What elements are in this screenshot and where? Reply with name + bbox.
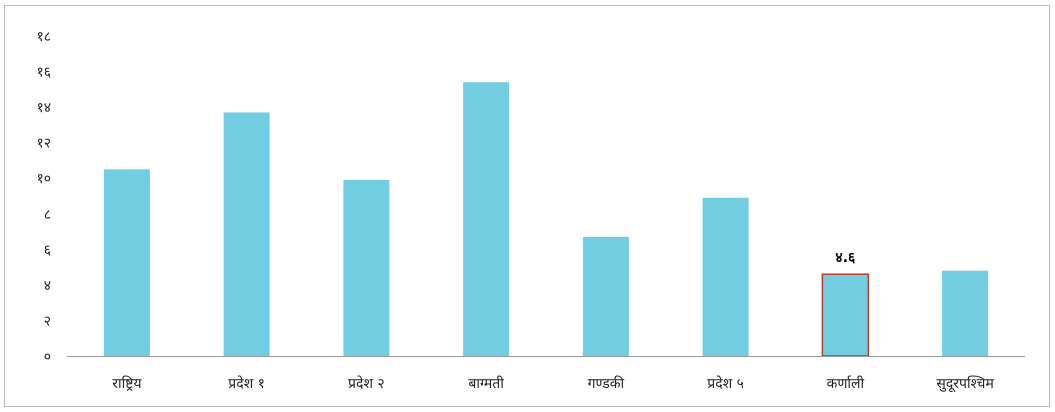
x-tick-label: प्रदेश ५ <box>707 375 744 392</box>
y-tick-label: ४ <box>44 278 51 294</box>
x-tick-label: कर्णाली <box>827 375 865 392</box>
x-tick-label: राष्ट्रिय <box>112 375 142 392</box>
y-tick-label: १६ <box>36 65 51 81</box>
data-labels: ४.६ <box>835 250 856 266</box>
y-tick-label: ८ <box>44 207 51 223</box>
chart-frame: ० २ ४ ६ ८ १० १२ १४ १६ १८ राष्ट्रिय प्रदेश १ प्रदेश … <box>4 5 1050 407</box>
x-tick-label: सुदूरपश्चिम <box>936 375 994 393</box>
y-tick-label: १४ <box>36 100 51 116</box>
x-tick-label: प्रदेश १ <box>228 375 265 392</box>
bar <box>103 169 150 356</box>
bar <box>463 82 510 356</box>
bar <box>821 273 870 357</box>
y-axis-ticks: ० २ ४ ६ ८ १० १२ १४ १६ १८ <box>36 29 51 365</box>
y-tick-label: २ <box>44 313 51 329</box>
x-tick-label: बाग्मती <box>468 375 504 392</box>
bar <box>942 270 989 356</box>
bar <box>223 112 270 356</box>
bars <box>103 82 989 357</box>
x-tick-label: प्रदेश २ <box>348 375 385 392</box>
bar <box>702 197 749 356</box>
x-tick-label: गण्डकी <box>588 375 625 392</box>
y-tick-label: १० <box>36 171 51 187</box>
x-axis-labels: राष्ट्रिय प्रदेश १ प्रदेश २ बाग्मती गण्डकी प्… <box>112 375 994 393</box>
y-tick-label: १२ <box>36 136 51 152</box>
bar-chart: ० २ ४ ६ ८ १० १२ १४ १६ १८ राष्ट्रिय प्रदेश १ प्रदेश … <box>36 29 1025 393</box>
bar <box>582 236 629 356</box>
y-tick-label: ० <box>44 349 51 365</box>
data-label: ४.६ <box>835 250 856 266</box>
y-tick-label: ६ <box>44 242 51 258</box>
y-tick-label: १८ <box>36 29 51 45</box>
bar <box>343 180 390 356</box>
